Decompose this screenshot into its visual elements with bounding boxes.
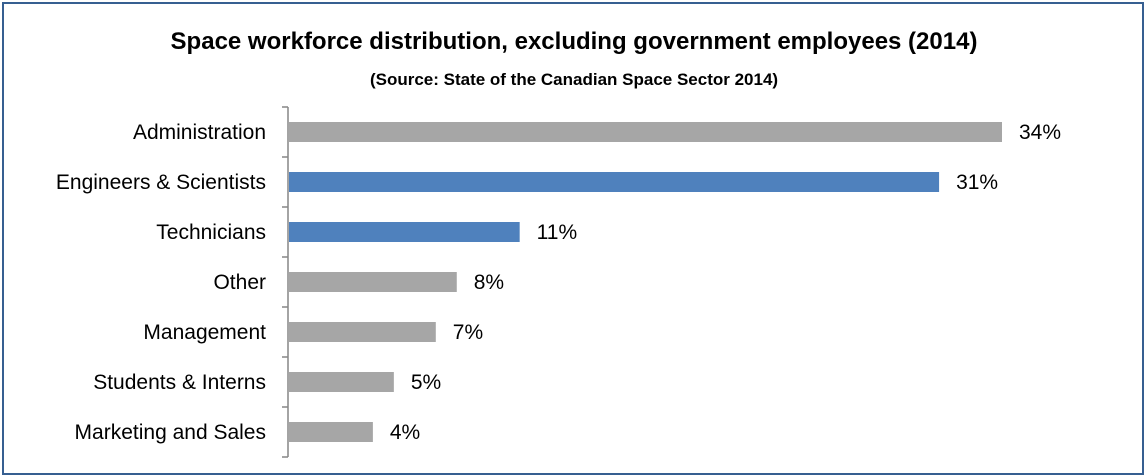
category-label: Students & Interns [93, 371, 266, 394]
bar [289, 372, 394, 392]
data-label: 8% [474, 271, 504, 294]
category-label: Administration [133, 121, 266, 144]
bar [289, 222, 520, 242]
bar [289, 422, 373, 442]
data-label: 34% [1019, 121, 1061, 144]
bar [289, 172, 940, 192]
category-label: Technicians [156, 221, 266, 244]
data-label: 31% [956, 171, 998, 194]
category-label: Management [143, 321, 266, 344]
category-label: Marketing and Sales [75, 421, 266, 444]
data-label: 11% [537, 221, 577, 244]
data-label: 5% [411, 371, 441, 394]
bar [289, 122, 1002, 142]
category-label: Other [213, 271, 266, 294]
chart-title: Space workforce distribution, excluding … [170, 28, 978, 55]
chart-subtitle: (Source: State of the Canadian Space Sec… [369, 70, 779, 89]
bar [289, 272, 457, 292]
data-label: 4% [390, 421, 420, 444]
category-label: Engineers & Scientists [56, 171, 266, 194]
data-label: 7% [453, 321, 483, 344]
bar [289, 322, 436, 342]
